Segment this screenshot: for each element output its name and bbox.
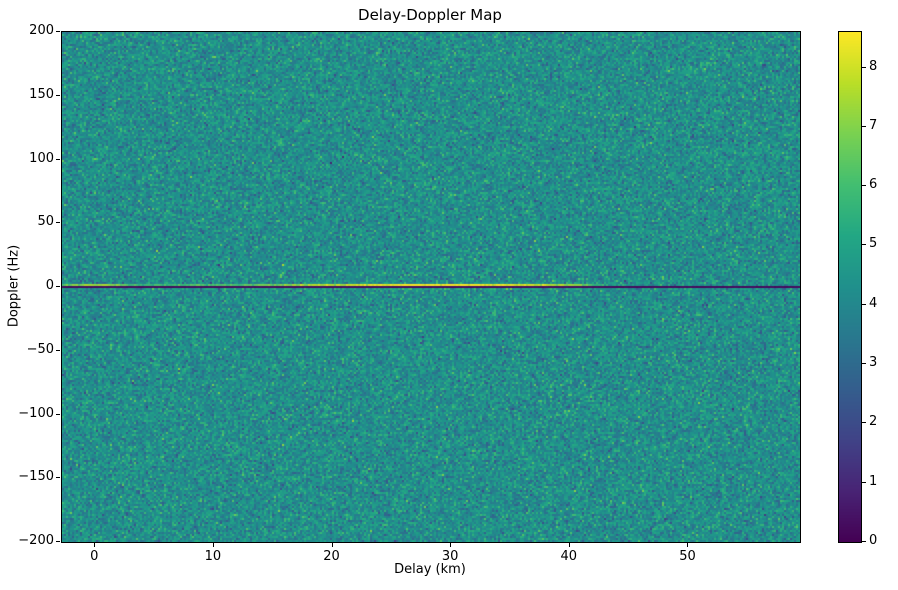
x-tick-mark bbox=[687, 543, 689, 547]
y-tick-mark bbox=[56, 286, 60, 287]
colorbar-tick-mark bbox=[862, 481, 866, 483]
x-tick-label: 20 bbox=[323, 549, 340, 564]
colorbar-tick-mark bbox=[862, 125, 866, 127]
heatmap-canvas bbox=[62, 32, 800, 542]
y-tick-mark bbox=[56, 413, 60, 415]
x-tick-mark bbox=[212, 543, 214, 547]
x-tick-mark bbox=[568, 543, 570, 547]
y-tick-label: −200 bbox=[18, 533, 54, 548]
colorbar-tick-mark bbox=[862, 422, 866, 424]
colorbar-tick-label: 8 bbox=[869, 58, 878, 74]
x-tick-label: 40 bbox=[560, 549, 578, 564]
x-tick-mark bbox=[331, 543, 333, 547]
y-tick-label: 0 bbox=[45, 278, 54, 293]
colorbar-tick-mark bbox=[862, 66, 866, 68]
y-tick-label: 200 bbox=[29, 23, 54, 38]
y-tick-label: −150 bbox=[18, 469, 54, 485]
colorbar-tick-label: 0 bbox=[869, 533, 878, 548]
x-tick-label: 50 bbox=[679, 549, 696, 564]
colorbar-tick-mark bbox=[862, 303, 866, 305]
colorbar-tick-label: 4 bbox=[869, 295, 878, 311]
colorbar-tick-label: 5 bbox=[869, 236, 878, 252]
x-tick-label: 30 bbox=[441, 549, 459, 564]
y-tick-mark bbox=[56, 31, 60, 32]
x-tick-label: 0 bbox=[90, 549, 99, 564]
x-tick-mark bbox=[94, 543, 96, 547]
x-tick-label: 10 bbox=[204, 549, 222, 564]
plot-area bbox=[61, 31, 801, 543]
x-axis-label: Delay (km) bbox=[394, 562, 466, 577]
y-tick-label: 150 bbox=[29, 86, 54, 102]
y-tick-label: −50 bbox=[26, 341, 54, 357]
y-tick-mark bbox=[56, 222, 60, 224]
y-tick-label: 100 bbox=[29, 150, 54, 166]
chart-title: Delay-Doppler Map bbox=[358, 6, 502, 24]
colorbar-tick-mark bbox=[862, 363, 866, 365]
colorbar-tick-mark bbox=[862, 185, 866, 187]
colorbar-tick-label: 2 bbox=[869, 414, 878, 430]
colorbar-canvas bbox=[839, 32, 861, 542]
y-tick-mark bbox=[56, 94, 60, 96]
colorbar-tick-label: 3 bbox=[869, 355, 878, 371]
colorbar bbox=[838, 31, 862, 543]
colorbar-tick-label: 6 bbox=[869, 177, 878, 193]
y-tick-label: 50 bbox=[37, 214, 54, 230]
colorbar-tick-mark bbox=[862, 541, 866, 542]
x-tick-mark bbox=[450, 543, 452, 547]
y-tick-mark bbox=[56, 541, 60, 542]
y-tick-mark bbox=[56, 349, 60, 351]
y-tick-mark bbox=[56, 158, 60, 160]
colorbar-tick-label: 1 bbox=[869, 473, 878, 489]
colorbar-tick-mark bbox=[862, 244, 866, 246]
y-tick-label: −100 bbox=[18, 405, 54, 421]
y-tick-mark bbox=[56, 477, 60, 479]
colorbar-tick-label: 7 bbox=[869, 117, 878, 133]
